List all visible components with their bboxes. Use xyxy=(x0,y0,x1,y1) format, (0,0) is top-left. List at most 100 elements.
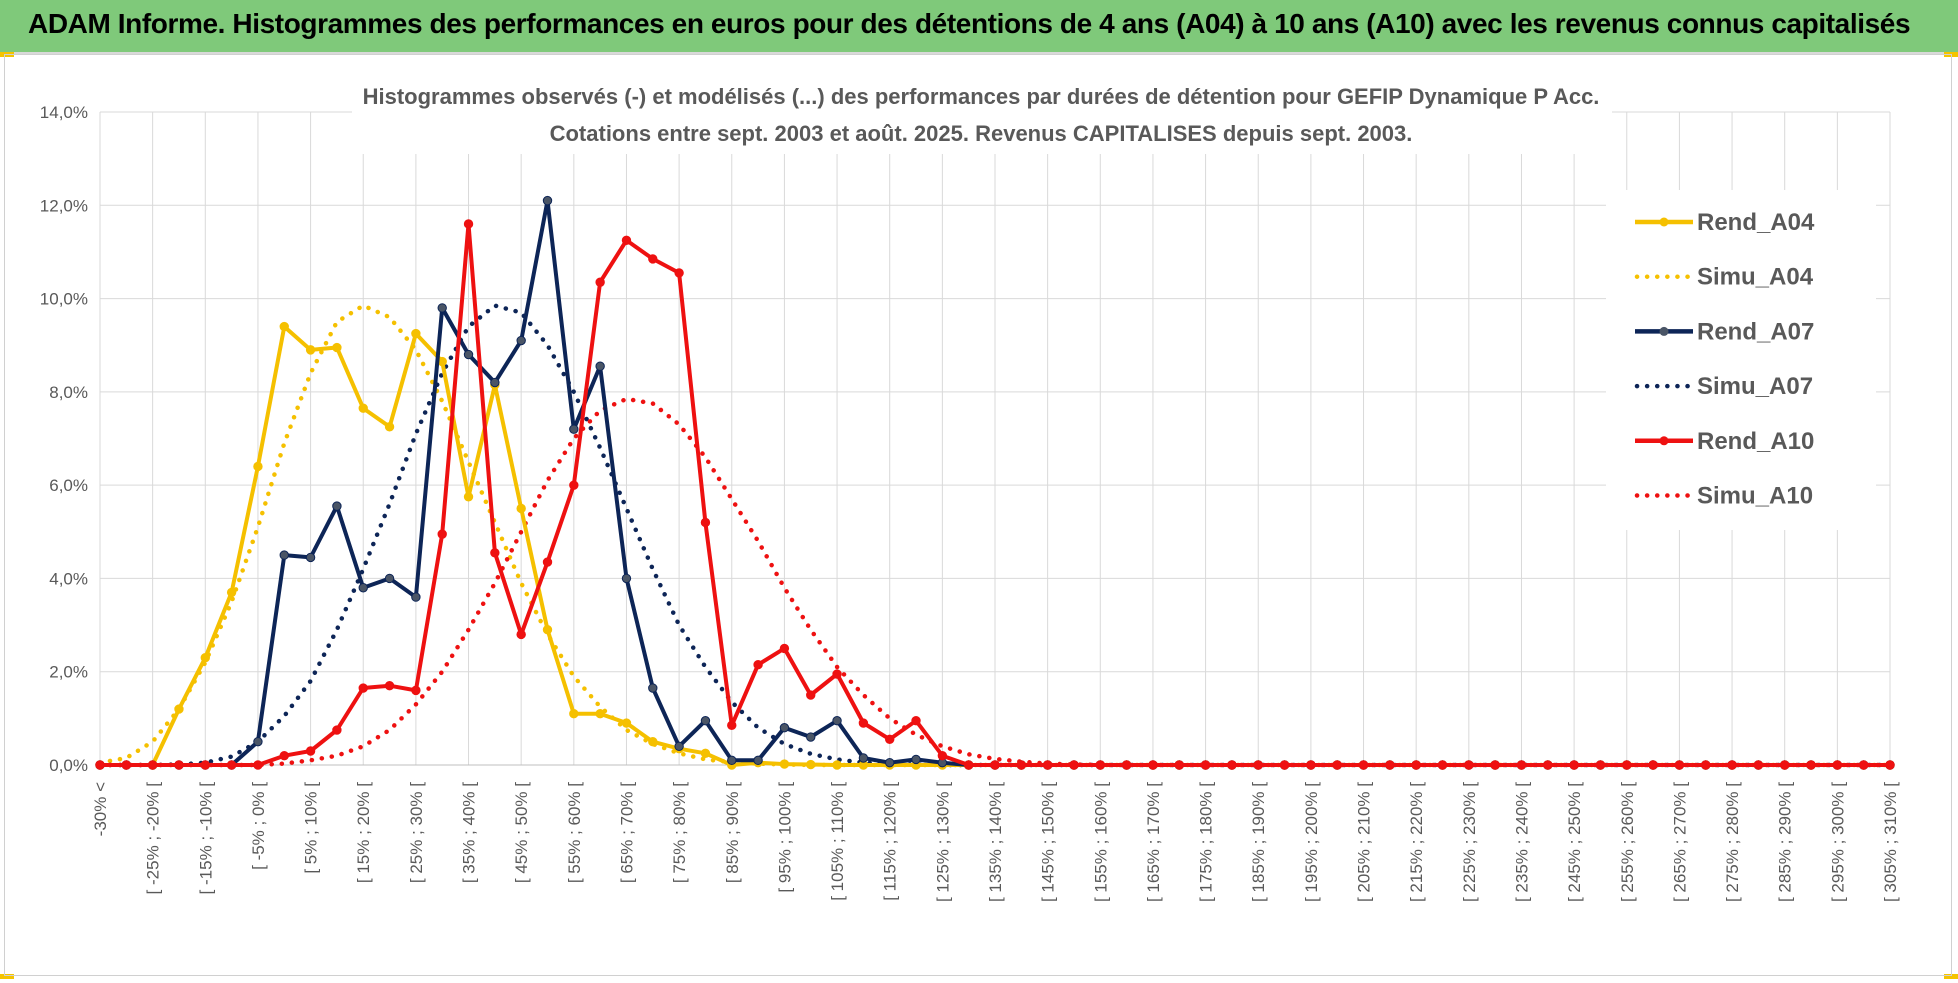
chart-frame xyxy=(4,54,1952,976)
data-point xyxy=(621,235,632,245)
data-point xyxy=(463,219,474,229)
data-point xyxy=(1622,760,1632,770)
data-point xyxy=(674,268,684,278)
legend-label: Simu_A10 xyxy=(1697,483,1813,510)
data-point xyxy=(885,734,895,745)
data-point xyxy=(200,760,210,770)
data-point xyxy=(569,480,579,490)
data-point xyxy=(990,760,1000,770)
data-point xyxy=(806,759,816,770)
data-point xyxy=(832,715,842,726)
data-point xyxy=(463,349,474,360)
data-point xyxy=(648,683,658,693)
data-point xyxy=(411,592,421,602)
data-point xyxy=(305,552,316,563)
x-tick-label: [ 285% ; 290% [ xyxy=(1776,782,1795,902)
data-point xyxy=(1121,760,1132,770)
data-point xyxy=(753,660,763,670)
data-point xyxy=(253,461,263,472)
data-point xyxy=(490,377,500,388)
data-point xyxy=(1780,760,1790,770)
data-point xyxy=(1332,760,1342,770)
data-point xyxy=(727,720,737,731)
x-tick-label: [ 175% ; 180% [ xyxy=(1197,782,1216,902)
x-tick-label: [ 115% ; 120% [ xyxy=(881,782,900,901)
series-rend-a10 xyxy=(95,219,1895,770)
legend-background xyxy=(1606,190,1876,530)
data-point xyxy=(727,755,737,766)
x-tick-label: [ 205% ; 210% [ xyxy=(1355,782,1374,902)
data-point xyxy=(279,750,289,761)
data-point xyxy=(779,759,790,769)
legend-label: Rend_A04 xyxy=(1697,209,1815,236)
data-point xyxy=(279,550,289,560)
data-point xyxy=(700,715,711,726)
x-tick-label: [ 295% ; 300% [ xyxy=(1828,782,1847,902)
data-point xyxy=(1095,760,1105,770)
data-point xyxy=(332,501,342,511)
data-point xyxy=(411,328,421,339)
data-point xyxy=(1306,760,1316,770)
x-tick-label: [ 55% ; 60% [ xyxy=(565,782,584,883)
data-point xyxy=(174,760,184,770)
y-tick-label: 4,0% xyxy=(49,569,88,588)
data-point xyxy=(674,741,684,752)
data-point xyxy=(1543,760,1553,770)
x-tick-label: [ 15% ; 20% [ xyxy=(354,782,373,883)
data-point xyxy=(1885,760,1895,770)
x-tick-label: [ 75% ; 80% [ xyxy=(670,782,689,883)
data-point xyxy=(490,548,500,558)
data-point xyxy=(305,345,316,355)
data-point xyxy=(648,736,658,747)
data-point xyxy=(95,760,105,770)
data-point xyxy=(569,424,579,434)
x-tick-label: [ 305% ; 310% [ xyxy=(1881,782,1900,902)
legend: Rend_A04 Simu_A04 Rend_A07 Simu_A07 Rend_A10… xyxy=(1606,190,1876,530)
data-point xyxy=(147,760,158,770)
data-point xyxy=(569,708,579,719)
x-tick-label: [ 185% ; 190% [ xyxy=(1249,782,1268,902)
data-point xyxy=(463,492,474,502)
data-point xyxy=(595,708,605,719)
x-tick-label: [ 65% ; 70% [ xyxy=(617,782,636,883)
series-layer xyxy=(95,195,1895,770)
data-point xyxy=(779,643,790,654)
data-point xyxy=(279,321,289,332)
data-point xyxy=(700,748,711,759)
x-tick-label: [ 85% ; 90% [ xyxy=(723,782,742,883)
data-point xyxy=(1832,760,1843,770)
y-tick-label: 8,0% xyxy=(49,383,88,402)
data-point xyxy=(253,760,263,770)
x-tick-label: [ 105% ; 110% [ xyxy=(828,782,847,901)
x-tick-label: [ 35% ; 40% [ xyxy=(460,782,479,883)
x-tick-label: [ -15% ; -10% [ xyxy=(196,782,215,895)
data-point xyxy=(332,342,342,353)
data-point xyxy=(226,587,237,598)
x-tick-label: [ -25% ; -20% [ xyxy=(144,782,163,895)
data-point xyxy=(1174,760,1184,770)
y-tick-label: 12,0% xyxy=(40,196,88,215)
data-point xyxy=(542,625,553,635)
data-point xyxy=(305,746,316,756)
data-point xyxy=(253,736,263,747)
x-tick-label: [ 155% ; 160% [ xyxy=(1091,782,1110,902)
data-point xyxy=(542,195,553,206)
legend-marker xyxy=(1659,217,1669,227)
data-point xyxy=(858,753,869,763)
data-point xyxy=(911,754,921,765)
data-point xyxy=(595,277,605,287)
data-point xyxy=(516,629,526,640)
banner-title: ADAM Informe. Histogrammes des performan… xyxy=(28,8,1911,39)
data-point xyxy=(384,573,395,584)
data-point xyxy=(358,683,368,693)
data-point xyxy=(1069,760,1079,770)
data-point xyxy=(516,503,526,514)
axes: 0,0% 2,0% 4,0% 6,0% 8,0% 10,0% 12,0% 14,0% -30% … xyxy=(40,103,1900,902)
data-point xyxy=(1490,760,1500,770)
data-point xyxy=(121,760,132,770)
data-point xyxy=(1148,760,1158,770)
data-point xyxy=(1358,760,1369,770)
data-point xyxy=(621,718,632,728)
y-tick-label: 0,0% xyxy=(49,756,88,775)
corner-mark xyxy=(1944,974,1958,979)
